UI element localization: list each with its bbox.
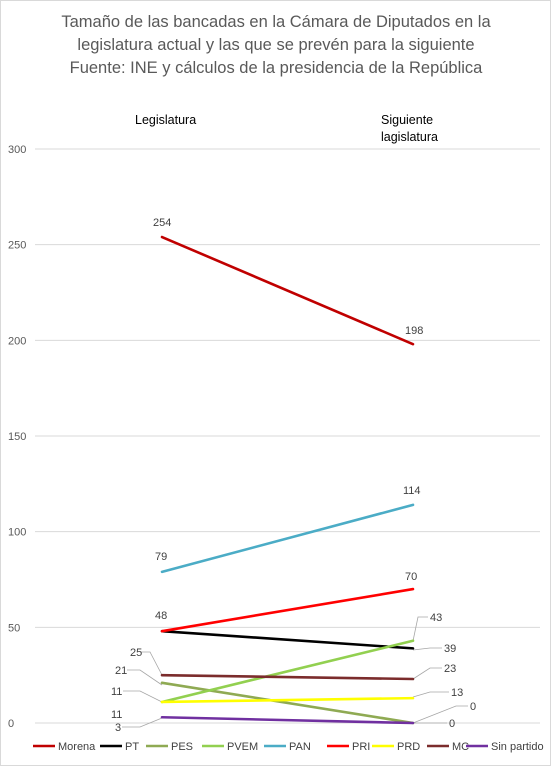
- legend-label-pt: PT: [125, 741, 139, 753]
- data-label-end-6: 13: [451, 687, 463, 699]
- series-line-morena: [160, 235, 415, 346]
- data-label-start-0: 254: [153, 217, 171, 229]
- leader-line-end-5: [412, 667, 442, 680]
- leader-line-end-4: [412, 647, 442, 651]
- y-tick-label-250: 250: [8, 240, 26, 252]
- series-line-pvem: [160, 639, 415, 704]
- category-label-legislatura: Legislatura: [135, 113, 196, 127]
- data-label-end-5: 23: [444, 663, 456, 675]
- legend-label-sin-partido: Sin partido: [491, 741, 544, 753]
- category-label-siguiente: Siguiente lagislatura: [381, 113, 438, 144]
- label-leader-lines: [122, 616, 468, 728]
- data-label-end-2: 70: [405, 571, 417, 583]
- y-tick-label-300: 300: [8, 144, 26, 156]
- series-line-pri: [160, 587, 415, 633]
- leader-line-end-7: [412, 705, 468, 724]
- leader-line-start-4: [127, 669, 163, 686]
- legend-label-morena: Morena: [58, 741, 96, 753]
- series-line-pt: [160, 629, 415, 650]
- data-label-start-2: 48: [155, 610, 167, 622]
- data-label-start-7: 3: [115, 722, 121, 734]
- legend-label-pan: PAN: [289, 741, 311, 753]
- legend-label-prd: PRD: [397, 741, 420, 753]
- chart-title-line-3: Fuente: INE y cálculos de la presidencia…: [70, 59, 484, 77]
- chart-title: Tamaño de las bancadas en la Cámara de D…: [61, 13, 491, 77]
- data-label-end-3: 43: [430, 612, 442, 624]
- y-tick-label-50: 50: [8, 622, 20, 634]
- y-tick-label-150: 150: [8, 431, 26, 443]
- y-tick-label-100: 100: [8, 527, 26, 539]
- series-line-pes: [160, 681, 415, 725]
- y-tick-label-0: 0: [8, 718, 14, 730]
- chart-title-line-1: Tamaño de las bancadas en la Cámara de D…: [61, 13, 491, 31]
- data-label-start-5: 11: [111, 686, 122, 698]
- data-label-end-8: 0: [449, 718, 455, 730]
- data-label-end-1: 114: [403, 485, 421, 497]
- leader-line-end-3: [412, 616, 428, 642]
- y-axis-tick-labels: 0 50 100 150 200 250 300: [8, 144, 26, 730]
- y-tick-label-200: 200: [8, 335, 26, 347]
- leader-line-start-7: [122, 717, 163, 728]
- series-lines: [160, 235, 415, 725]
- series-line-pan: [160, 503, 415, 574]
- chart-title-line-2: legislatura actual y las que se prevén p…: [77, 36, 474, 54]
- data-label-start-6: 11: [111, 709, 122, 721]
- legend: Morena PT PES PVEM PAN PRI PRD MC Sin partido: [33, 741, 544, 753]
- legend-label-pri: PRI: [352, 741, 370, 753]
- series-line-mc: [160, 673, 415, 681]
- data-label-end-4: 39: [444, 643, 456, 655]
- data-label-start-4: 21: [115, 665, 127, 677]
- data-label-end-0: 198: [405, 325, 423, 337]
- legend-label-mc: MC: [452, 741, 469, 753]
- series-line-sin-partido: [160, 715, 415, 725]
- legend-label-pvem: PVEM: [227, 741, 258, 753]
- data-label-start-1: 79: [155, 551, 167, 563]
- data-label-end-7: 0: [470, 701, 476, 713]
- leader-line-start-5: [123, 690, 163, 703]
- data-label-start-3: 25: [130, 647, 142, 659]
- leader-line-start-3: [141, 651, 163, 676]
- legend-label-pes: PES: [171, 741, 193, 753]
- gridlines: [35, 148, 540, 724]
- series-line-prd: [160, 696, 415, 704]
- leader-line-end-6: [412, 691, 449, 698]
